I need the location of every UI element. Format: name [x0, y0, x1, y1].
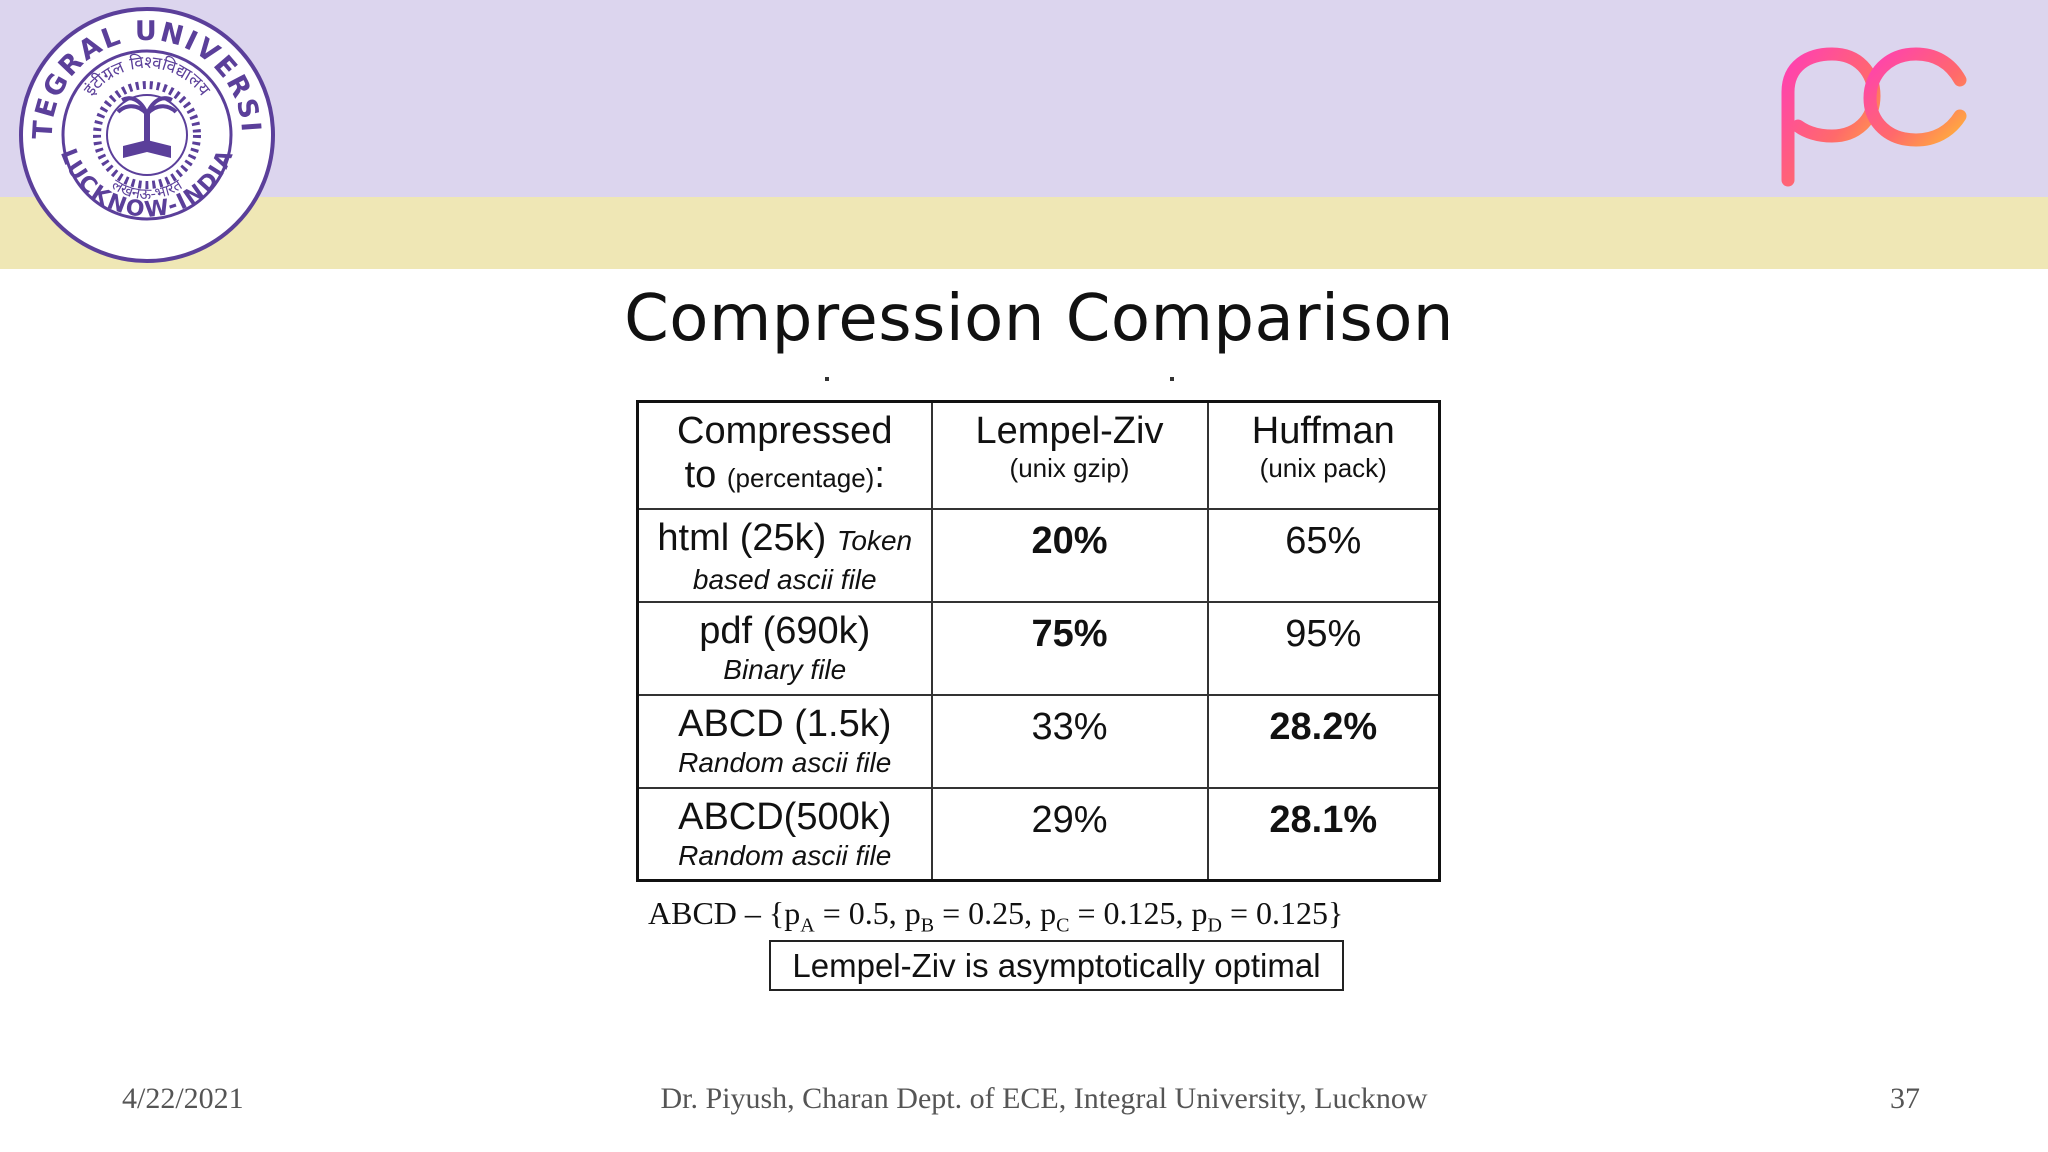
table-row: pdf (690k) Binary file 75% 95% [636, 600, 1441, 696]
header-band-top [0, 0, 2048, 197]
lempel-ziv-value: 75% [930, 600, 1209, 696]
huffman-value: 95% [1206, 600, 1441, 696]
header-cell-lempel-ziv: Lempel-Ziv (unix gzip) [930, 400, 1209, 510]
title-tick-mark [1170, 377, 1174, 381]
optimality-note: Lempel-Ziv is asymptotically optimal [769, 940, 1344, 991]
header-huffman-label: Huffman [1251, 410, 1395, 452]
row-label-cell: pdf (690k) Binary file [636, 600, 933, 696]
header-lempel-ziv-label: Lempel-Ziv [975, 410, 1164, 452]
table-row: html (25k) Token based ascii file 20% 65… [636, 507, 1441, 603]
header-band-bottom [0, 197, 2048, 269]
slide-title: Compression Comparison [624, 282, 1454, 356]
row-label-cell: ABCD (1.5k) Random ascii file [636, 693, 933, 789]
table-row: ABCD (1.5k) Random ascii file 33% 28.2% [636, 693, 1441, 789]
lempel-ziv-value: 20% [930, 507, 1209, 603]
page-number: 37 [1890, 1082, 1920, 1115]
footer-author: Dr. Piyush, Charan Dept. of ECE, Integra… [660, 1082, 1428, 1115]
pc-logo-icon [1781, 47, 1967, 187]
huffman-value: 65% [1206, 507, 1441, 603]
compression-table: Compressed to (percentage): Lempel-Ziv (… [636, 400, 1441, 882]
title-tick-mark [825, 377, 829, 381]
lempel-ziv-value: 29% [930, 786, 1209, 882]
footer-date: 4/22/2021 [122, 1082, 244, 1115]
row-label-cell: html (25k) Token based ascii file [636, 507, 933, 603]
header-huffman-sub: (unix pack) [1259, 453, 1387, 483]
integral-university-seal-icon: INTEGRAL UNIVERSITY LUCKNOW-INDIA इंटीग्… [18, 6, 275, 263]
table-row: ABCD(500k) Random ascii file 29% 28.1% [636, 786, 1441, 882]
header-cell-huffman: Huffman (unix pack) [1206, 400, 1441, 510]
huffman-value: 28.2% [1206, 693, 1441, 789]
header-compressed-label: Compressed [677, 410, 893, 452]
table-header-row: Compressed to (percentage): Lempel-Ziv (… [636, 400, 1441, 510]
probability-formula: ABCD – {pA = 0.5, pB = 0.25, pC = 0.125,… [648, 895, 1344, 937]
header-to-line: to (percentage): [684, 454, 885, 496]
lempel-ziv-value: 33% [930, 693, 1209, 789]
row-label-cell: ABCD(500k) Random ascii file [636, 786, 933, 882]
header-lempel-ziv-sub: (unix gzip) [1009, 453, 1130, 483]
huffman-value: 28.1% [1206, 786, 1441, 882]
header-cell-compressed: Compressed to (percentage): [636, 400, 933, 510]
